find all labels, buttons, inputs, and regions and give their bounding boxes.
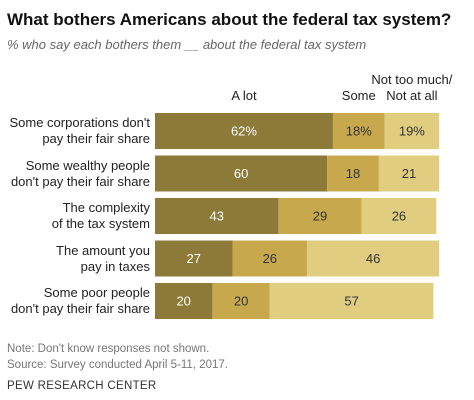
value-label: 43 <box>209 208 223 223</box>
bar-segment <box>378 155 440 192</box>
source: PEW RESEARCH CENTER <box>7 380 157 392</box>
legend-label: A lot <box>231 88 257 103</box>
category-label: Some wealthy people don't pay their fair… <box>10 157 150 189</box>
note: Note: Don't know responses not shown. <box>7 343 210 355</box>
value-label: 46 <box>366 251 380 266</box>
bar-segment <box>332 113 385 149</box>
bar-segment <box>212 283 270 319</box>
bar-segment <box>307 240 440 277</box>
value-label: 19% <box>399 123 425 138</box>
value-label: 20 <box>234 293 248 308</box>
category-label: The complexity of the tax system <box>51 200 150 231</box>
bar-segment <box>327 155 379 192</box>
legend-label: Not too much/ Not at all <box>371 72 453 103</box>
value-label: 57 <box>344 293 358 308</box>
bar-segment <box>155 113 333 149</box>
chart-title: What bothers Americans about the federal… <box>7 10 452 29</box>
value-label: 62% <box>231 123 257 138</box>
bar-segment <box>155 240 233 277</box>
bar-segment <box>278 198 362 234</box>
value-label: 18% <box>346 123 372 138</box>
category-label: Some poor people don't pay their fair sh… <box>10 285 150 316</box>
category-label: The amount you pay in taxes <box>56 242 150 274</box>
bar-segment <box>361 198 437 234</box>
value-label: 20 <box>176 293 190 308</box>
chart-subtitle: % who say each bothers them __ about the… <box>7 37 367 52</box>
bar-segment <box>155 198 279 234</box>
value-label: 29 <box>313 208 327 223</box>
bar-segment <box>155 283 213 319</box>
bar-segment <box>155 155 328 192</box>
value-label: 21 <box>402 166 416 181</box>
value-label: 60 <box>234 166 248 181</box>
category-label: Some corporations don't pay their fair s… <box>9 115 150 146</box>
value-label: 18 <box>346 166 360 181</box>
value-label: 26 <box>392 208 406 223</box>
value-label: 26 <box>263 251 277 266</box>
note: Source: Survey conducted April 5-11, 201… <box>7 359 228 371</box>
value-label: 27 <box>187 251 201 266</box>
bar-segment <box>232 240 308 277</box>
legend-label: Some <box>341 88 376 103</box>
bar-segment <box>269 283 434 319</box>
bar-segment <box>384 113 440 149</box>
